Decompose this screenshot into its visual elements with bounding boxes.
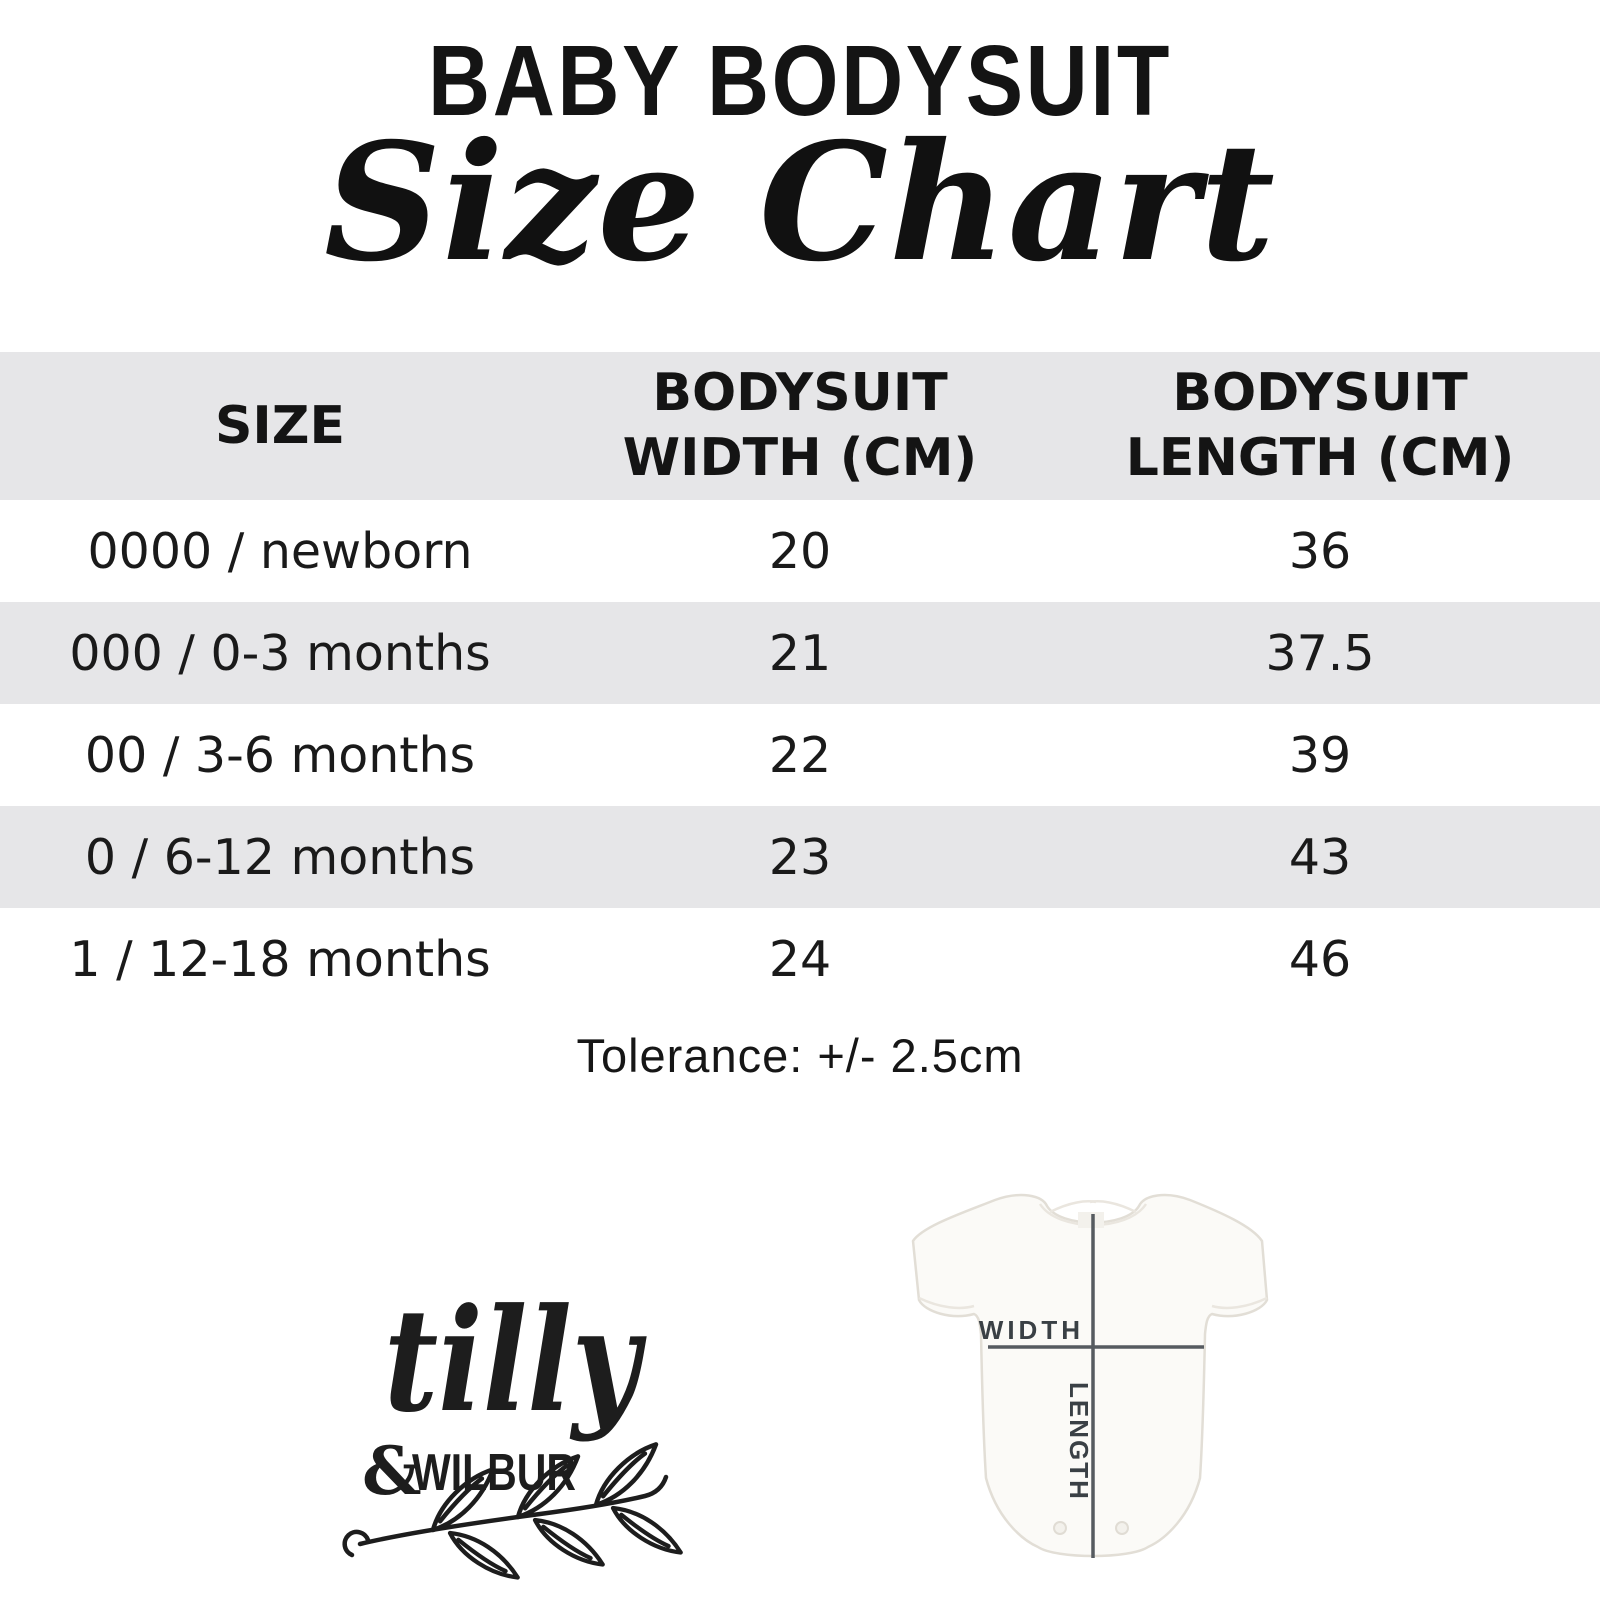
length-label: LENGTH bbox=[1064, 1382, 1094, 1501]
width-value: 24 bbox=[768, 930, 832, 988]
size-value: 000 / 0-3 months bbox=[69, 624, 491, 682]
size-value: 00 / 3-6 months bbox=[84, 726, 476, 784]
page-subtitle: Size Chart bbox=[324, 108, 1276, 298]
leaf-icon bbox=[450, 1526, 518, 1584]
table-row: 000 / 0-3 months 21 37.5 bbox=[0, 602, 1600, 704]
logo-name-tilly: tilly bbox=[384, 1278, 647, 1444]
width-label: WIDTH bbox=[979, 1315, 1084, 1345]
leaf-icon bbox=[613, 1501, 681, 1559]
size-value: 0 / 6-12 months bbox=[84, 828, 476, 886]
laurel-branch-icon bbox=[342, 1444, 681, 1584]
bodysuit-photo bbox=[911, 1193, 1269, 1558]
measurement-lines bbox=[988, 1214, 1204, 1558]
width-value: 22 bbox=[768, 726, 832, 784]
length-value: 37.5 bbox=[1265, 624, 1375, 682]
size-table: SIZE BODYSUIT WIDTH (CM) BODYSUIT LENGTH… bbox=[0, 352, 1600, 1010]
width-value: 20 bbox=[768, 522, 832, 580]
logo-ampersand-icon: & bbox=[362, 1432, 422, 1510]
column-header-bodysuit-length: BODYSUIT LENGTH (CM) bbox=[1125, 363, 1515, 488]
branch-curl bbox=[342, 1529, 371, 1558]
tolerance-note: Tolerance: +/- 2.5cm bbox=[576, 1029, 1024, 1082]
snap-buttons bbox=[1053, 1521, 1129, 1535]
table-row: 1 / 12-18 months 24 46 bbox=[0, 908, 1600, 1010]
width-value: 23 bbox=[768, 828, 832, 886]
length-value: 43 bbox=[1288, 828, 1352, 886]
table-row: 00 / 3-6 months 22 39 bbox=[0, 704, 1600, 806]
length-value: 39 bbox=[1288, 726, 1352, 784]
length-value: 46 bbox=[1288, 930, 1352, 988]
neck-tag bbox=[1078, 1212, 1104, 1228]
branch-stem bbox=[357, 1474, 669, 1547]
size-table-header-row: SIZE BODYSUIT WIDTH (CM) BODYSUIT LENGTH… bbox=[0, 352, 1600, 500]
column-header-bodysuit-width: BODYSUIT WIDTH (CM) bbox=[622, 363, 978, 488]
leaf-icon bbox=[535, 1513, 603, 1571]
table-row: 0 / 6-12 months 23 43 bbox=[0, 806, 1600, 908]
brand-logo: tilly & WILBUR bbox=[342, 1278, 690, 1600]
bodysuit-measure-diagram: WIDTH LENGTH bbox=[911, 1193, 1269, 1558]
column-header-size: SIZE bbox=[214, 395, 346, 456]
width-value: 21 bbox=[768, 624, 832, 682]
size-value: 1 / 12-18 months bbox=[69, 930, 491, 988]
table-row: 0000 / newborn 20 36 bbox=[0, 500, 1600, 602]
length-value: 36 bbox=[1288, 522, 1352, 580]
page-title: BABY BODYSUIT bbox=[428, 25, 1172, 137]
size-value: 0000 / newborn bbox=[87, 522, 473, 580]
